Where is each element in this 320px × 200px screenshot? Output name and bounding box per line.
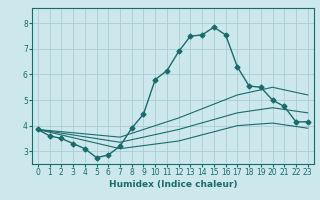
X-axis label: Humidex (Indice chaleur): Humidex (Indice chaleur) [108,180,237,189]
